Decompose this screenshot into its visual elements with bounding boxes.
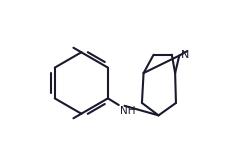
Text: N: N [181,50,189,60]
Text: NH: NH [120,106,135,116]
